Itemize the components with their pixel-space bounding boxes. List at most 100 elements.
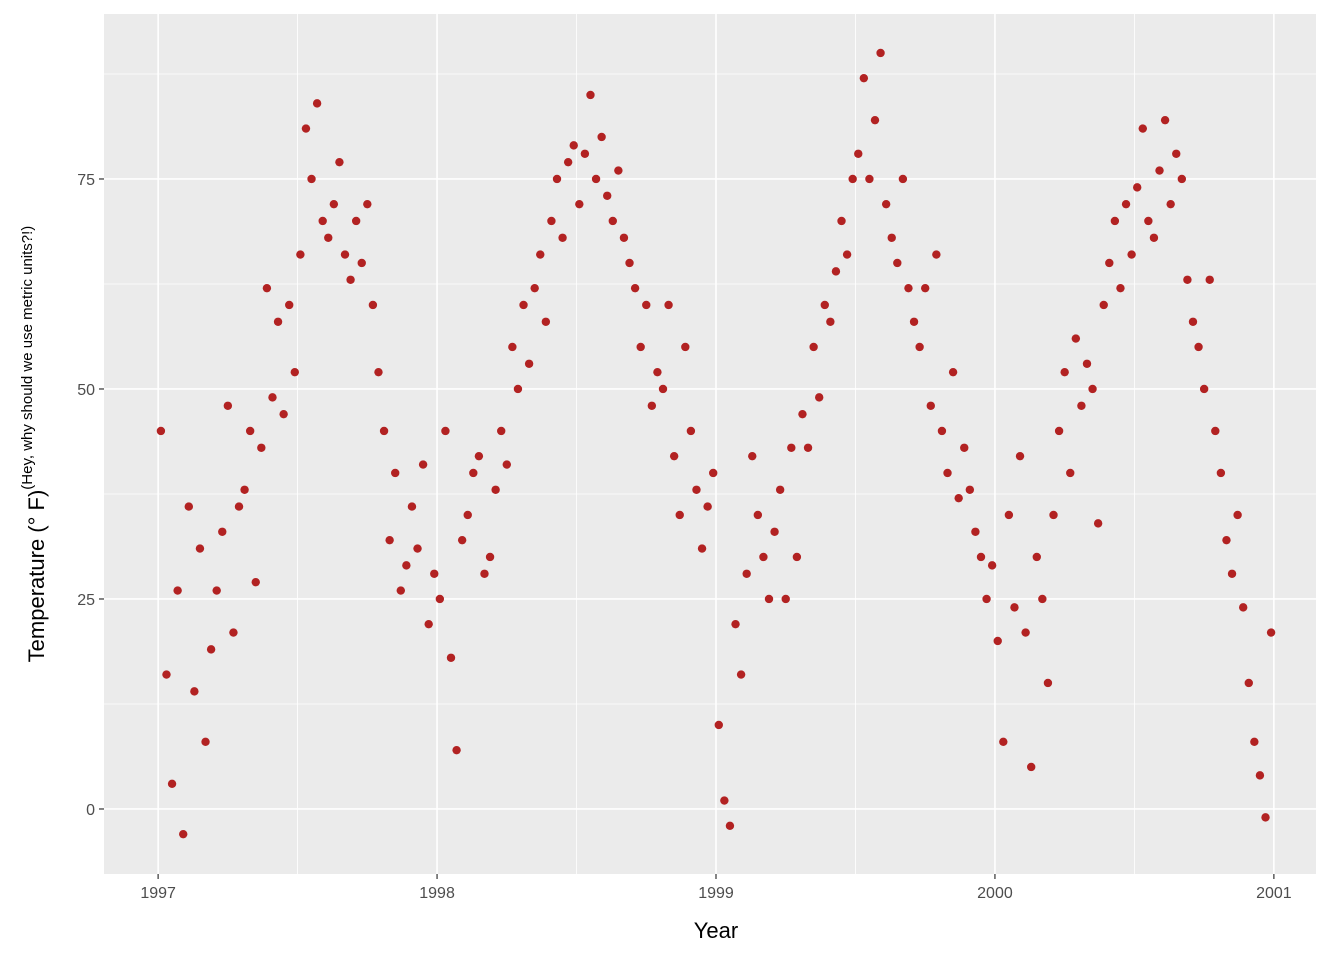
point — [435, 594, 445, 604]
point — [681, 342, 690, 352]
point — [948, 367, 958, 377]
point — [463, 510, 472, 520]
point — [536, 250, 545, 259]
point — [374, 367, 383, 377]
y-tick-label: 25 — [77, 592, 95, 609]
point — [904, 283, 913, 293]
point — [692, 485, 701, 494]
point — [1021, 628, 1030, 637]
point — [893, 258, 902, 268]
point — [625, 258, 634, 268]
point — [775, 485, 785, 494]
point — [1205, 275, 1214, 284]
point — [820, 300, 829, 310]
point — [658, 384, 668, 394]
point — [1188, 317, 1198, 326]
point — [418, 460, 428, 469]
point — [915, 342, 924, 352]
point — [307, 174, 316, 184]
point — [608, 216, 617, 226]
point — [1183, 275, 1192, 284]
point — [1004, 510, 1014, 520]
point — [1099, 300, 1108, 310]
point — [921, 283, 930, 293]
point — [452, 745, 461, 755]
point — [563, 157, 573, 167]
point — [1177, 174, 1187, 184]
point — [999, 737, 1008, 746]
point — [597, 132, 606, 142]
point — [736, 670, 746, 679]
point — [591, 174, 601, 184]
point — [937, 426, 947, 436]
point — [720, 796, 729, 805]
point — [870, 115, 880, 125]
point — [842, 250, 852, 259]
point — [530, 283, 539, 293]
point — [1199, 384, 1209, 394]
point — [1160, 115, 1170, 125]
point — [524, 359, 534, 368]
point — [212, 586, 221, 595]
point — [173, 586, 182, 595]
point — [201, 737, 210, 746]
point — [223, 401, 233, 410]
point — [881, 199, 891, 209]
point — [229, 628, 238, 637]
point — [385, 535, 394, 545]
point — [156, 426, 166, 436]
point — [1015, 451, 1025, 461]
point — [1261, 813, 1270, 822]
point — [1127, 250, 1136, 259]
point — [474, 451, 484, 461]
point — [569, 141, 578, 150]
point — [206, 645, 216, 654]
point — [932, 250, 941, 259]
x-tick-label: 2000 — [977, 885, 1013, 902]
point — [184, 502, 193, 511]
point — [245, 426, 255, 436]
point — [837, 216, 846, 226]
point — [1105, 258, 1114, 268]
point — [324, 233, 333, 242]
y-axis-title: Temperature (° F)(Hey, why should we use… — [19, 226, 49, 663]
point — [346, 275, 355, 284]
point — [831, 267, 841, 276]
point — [396, 586, 405, 595]
point — [1211, 426, 1220, 436]
point — [1233, 510, 1242, 520]
point — [402, 561, 411, 570]
point — [731, 619, 740, 629]
point — [753, 510, 763, 520]
point — [251, 577, 260, 587]
point — [1110, 216, 1120, 226]
point — [558, 233, 567, 242]
point — [195, 544, 205, 553]
point — [993, 636, 1002, 646]
point — [603, 191, 612, 200]
point — [876, 48, 885, 58]
point — [697, 544, 707, 553]
point — [664, 300, 673, 310]
point — [653, 367, 662, 377]
point — [234, 502, 244, 511]
point — [363, 199, 372, 209]
point — [497, 426, 506, 436]
point — [290, 367, 299, 377]
point — [273, 317, 283, 326]
point — [709, 468, 718, 478]
point — [1172, 149, 1181, 158]
point — [971, 527, 980, 536]
point — [647, 401, 657, 410]
point — [1077, 401, 1086, 410]
point — [508, 342, 517, 352]
point — [430, 569, 439, 578]
point — [614, 166, 623, 175]
point — [485, 552, 495, 562]
point — [848, 174, 857, 184]
point — [1010, 603, 1019, 612]
point — [792, 552, 802, 562]
point — [301, 124, 311, 133]
point — [1060, 367, 1069, 377]
